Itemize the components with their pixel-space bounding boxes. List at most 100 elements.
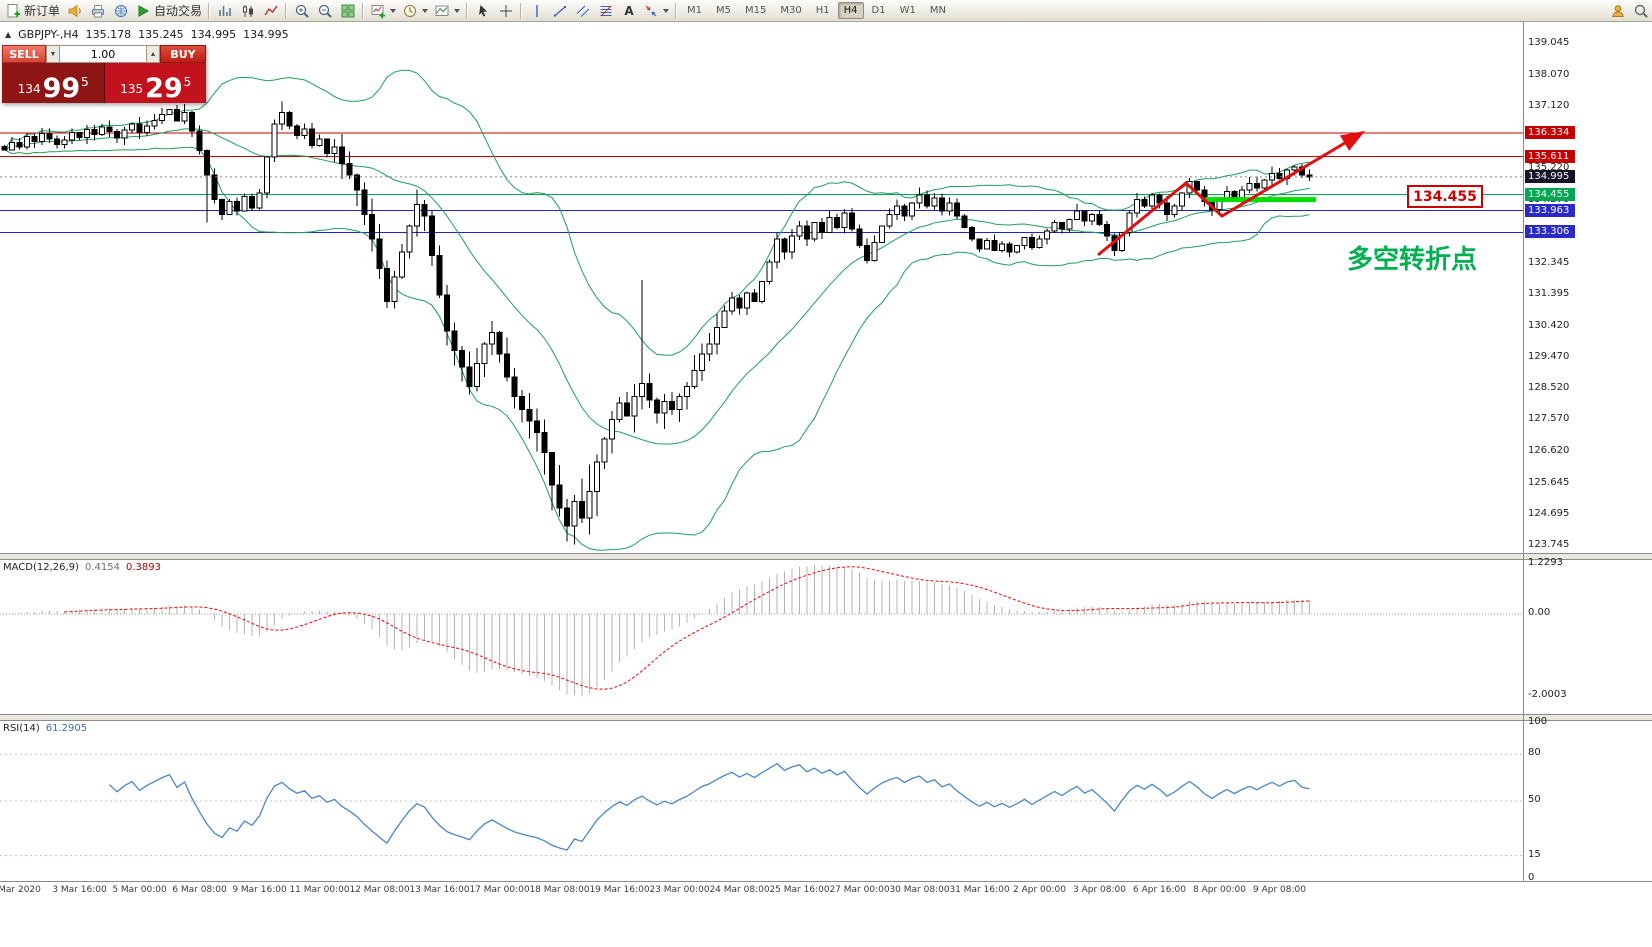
price-label-box[interactable] bbox=[1407, 185, 1483, 208]
indicators-button[interactable] bbox=[431, 1, 463, 21]
timeframe-H4[interactable]: H4 bbox=[837, 2, 864, 19]
fibonacci-button[interactable] bbox=[594, 1, 617, 21]
candlestick-chart[interactable]: 134.455 多空转折点 bbox=[0, 22, 1523, 553]
price-scale-label: 139.045 bbox=[1528, 37, 1570, 48]
date-label: 8 Apr 00:00 bbox=[1193, 885, 1246, 895]
candle bbox=[541, 432, 548, 453]
candle bbox=[189, 112, 195, 132]
new-order-button[interactable]: 新订单 bbox=[2, 1, 63, 21]
toolbar-separator bbox=[208, 2, 211, 19]
macd-panel[interactable]: MACD(12,26,9) 0.4154 0.3893 bbox=[0, 560, 1523, 714]
candle bbox=[706, 343, 713, 355]
rsi-chart[interactable] bbox=[0, 721, 1523, 881]
zoom-out-button[interactable] bbox=[313, 1, 336, 21]
candle bbox=[654, 399, 660, 414]
market-overview-button[interactable] bbox=[109, 1, 132, 21]
candle bbox=[1126, 212, 1133, 233]
candle bbox=[211, 174, 218, 201]
volume-increase-button[interactable]: ▲ bbox=[146, 45, 160, 63]
candle bbox=[774, 238, 780, 263]
buy-button[interactable]: BUY bbox=[160, 45, 206, 63]
volume-decrease-button[interactable]: ▼ bbox=[46, 45, 60, 63]
search-button[interactable] bbox=[1629, 1, 1652, 21]
candle bbox=[789, 235, 795, 253]
arrows-button[interactable] bbox=[640, 1, 672, 21]
rsi-panel[interactable]: RSI(14) 61.2905 bbox=[0, 721, 1523, 881]
turning-point-annotation[interactable]: 多空转折点 bbox=[1347, 244, 1477, 275]
candle bbox=[354, 174, 360, 191]
zoom-in-button[interactable] bbox=[290, 1, 313, 21]
price-low: 134.995 bbox=[190, 28, 237, 41]
profiles-button[interactable] bbox=[399, 1, 431, 21]
horizontal-lines[interactable] bbox=[0, 132, 1523, 233]
equidistant-channel-button[interactable] bbox=[571, 1, 594, 21]
community-button[interactable] bbox=[1606, 1, 1629, 21]
candle bbox=[984, 240, 990, 250]
bar-chart-button[interactable] bbox=[213, 1, 236, 21]
sell-button[interactable]: SELL bbox=[2, 45, 46, 63]
print-button[interactable] bbox=[86, 1, 109, 21]
timeframe-MN[interactable]: MN bbox=[924, 2, 952, 19]
tile-windows-button[interactable] bbox=[336, 1, 359, 21]
timeframe-M5[interactable]: M5 bbox=[710, 2, 737, 19]
main-chart-panel[interactable]: 134.455 多空转折点 ▲ GBPJPY-,H4 135.178 135.24… bbox=[0, 22, 1523, 553]
autotrading-button[interactable]: 自动交易 bbox=[132, 1, 205, 21]
search-icon bbox=[1633, 3, 1649, 19]
candle bbox=[286, 112, 293, 127]
buy-price[interactable]: 135 29 5 bbox=[104, 63, 206, 103]
candle bbox=[1066, 218, 1073, 230]
vertical-line-button[interactable] bbox=[525, 1, 548, 21]
caret-down-icon bbox=[422, 8, 429, 13]
crosshair-button[interactable] bbox=[494, 1, 517, 21]
candle bbox=[624, 402, 630, 417]
candle bbox=[151, 119, 158, 127]
price-axis[interactable]: 139.045138.070137.120136.170135.220134.2… bbox=[1524, 22, 1652, 899]
candle bbox=[819, 222, 825, 233]
panel-divider[interactable] bbox=[0, 714, 1652, 721]
price-tag: 136.334 bbox=[1525, 125, 1575, 139]
sell-price-figure: 134 bbox=[17, 82, 41, 96]
timeframe-W1[interactable]: W1 bbox=[894, 2, 922, 19]
text-label-button[interactable]: A bbox=[617, 1, 640, 21]
candle bbox=[744, 292, 750, 309]
macd-signal-value: 0.3893 bbox=[125, 562, 161, 573]
candle bbox=[234, 200, 240, 212]
candle bbox=[61, 139, 68, 146]
person-icon bbox=[1610, 3, 1626, 19]
price-scale-label: 125.645 bbox=[1528, 476, 1570, 488]
candle bbox=[436, 254, 443, 296]
line-chart-button[interactable] bbox=[259, 1, 282, 21]
candle bbox=[301, 128, 308, 137]
candle bbox=[691, 369, 698, 388]
candle bbox=[976, 238, 983, 250]
candle bbox=[879, 225, 885, 243]
panel-divider[interactable] bbox=[0, 553, 1652, 560]
timeframe-M1[interactable]: M1 bbox=[681, 2, 708, 19]
candle bbox=[1029, 236, 1035, 248]
timeframe-M30[interactable]: M30 bbox=[774, 2, 807, 19]
candle bbox=[256, 192, 263, 209]
price-scale-label: 137.120 bbox=[1528, 100, 1570, 112]
timeframe-H1[interactable]: H1 bbox=[810, 2, 836, 19]
candle bbox=[204, 149, 210, 176]
macd-chart[interactable] bbox=[0, 560, 1523, 714]
candle bbox=[946, 202, 953, 212]
cursor-button[interactable] bbox=[471, 1, 494, 21]
trend-arrow[interactable] bbox=[1097, 130, 1366, 257]
globe-icon bbox=[113, 3, 129, 19]
time-axis[interactable]: Mar 2020 3 Mar 16:00 5 Mar 00:00 6 Mar 08:0… bbox=[0, 881, 1652, 900]
candle bbox=[601, 438, 608, 463]
sell-price[interactable]: 134 99 5 bbox=[2, 63, 105, 103]
trendline-button[interactable] bbox=[548, 1, 571, 21]
alerts-button[interactable] bbox=[63, 1, 86, 21]
svg-text:A: A bbox=[624, 4, 634, 18]
candlestick-chart-button[interactable] bbox=[236, 1, 259, 21]
volume-input[interactable] bbox=[60, 45, 146, 63]
new-chart-button[interactable] bbox=[367, 1, 399, 21]
candle bbox=[429, 215, 435, 256]
candle bbox=[489, 332, 495, 345]
timeframe-M15[interactable]: M15 bbox=[739, 2, 772, 19]
timeframe-D1[interactable]: D1 bbox=[866, 2, 892, 19]
candle bbox=[226, 200, 233, 215]
